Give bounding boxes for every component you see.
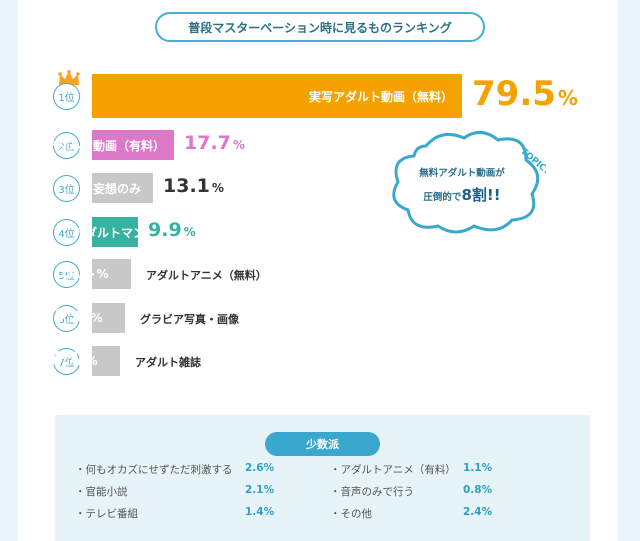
rank-badge: 3位 [53,175,80,202]
rank-badge: 5位 [53,261,80,288]
category-label: グラビア写真・画像 [140,313,239,326]
crown-icon [58,70,80,85]
rank-badge: 6位 [53,305,80,332]
bar: 実写アダルト動画（有料） [21,130,174,160]
value-label: 79.5% [472,74,578,114]
topic-emph: 8割!! [461,186,500,204]
bar: アダルトマンガ [73,217,157,247]
value-number: 9.9 [148,219,182,241]
rank-badge: 2位 [53,132,80,159]
value-label: 6.0% [50,348,98,370]
minority-item-value: 1.1% [463,462,493,474]
topic-line2: 圧倒的で8割!! [423,186,500,204]
value-unit: % [232,138,245,152]
value-number: 6.0 [50,348,84,370]
topic-cloud: TOPIC!! 無料アダルト動画が 圧倒的で8割!! [392,131,546,234]
value-label: 17.7% [184,132,245,154]
value-number: 17.7 [184,132,231,154]
value-unit: % [96,267,109,281]
bar [92,259,131,289]
minority-item-value: 0.8% [463,484,493,496]
bar: 妄想のみ [92,173,153,203]
minority-section: 少数派 ・何もオカズにせずただ刺激する 2.6% ・官能小説 2.1% ・テレビ… [55,415,590,541]
category-label: 実写アダルト動画（無料） [308,89,453,104]
topic-line1: 無料アダルト動画が [419,167,505,179]
value-label: 7.0% [55,305,103,327]
category-label: アダルトマンガ [73,225,158,240]
value-label: 9.9% [148,219,196,241]
value-unit: % [183,225,196,239]
bar [92,346,120,376]
value-number: 79.5 [472,74,556,114]
minority-item-label: ・音声のみで行う [330,486,414,498]
value-label: 8.4% [61,261,109,283]
minority-item-label: ・何もオカズにせずただ刺激する [75,464,233,476]
page-title: 普段マスターベーション時に見るものランキング [155,12,485,42]
value-number: 13.1 [163,175,210,197]
value-number: 7.0 [55,305,89,327]
minority-item-label: ・アダルトアニメ（有料） [330,464,456,476]
value-label: 13.1% [163,175,224,197]
bar [92,303,125,333]
rank-badge: 4位 [53,219,80,246]
rank-badge: 1位 [53,83,80,110]
minority-title: 少数派 [265,432,380,456]
category-label: 実写アダルト動画（有料） [20,138,165,153]
value-number: 8.4 [61,261,95,283]
minority-item-value: 2.6% [245,462,275,474]
minority-item-label: ・テレビ番組 [75,508,138,520]
category-label: アダルト雑誌 [135,356,201,369]
bar: 実写アダルト動画（無料） [92,74,462,118]
topic-line2-prefix: 圧倒的で [423,191,462,203]
value-unit: % [90,311,103,325]
rank-badge: 7位 [53,348,80,375]
category-label: 妄想のみ [92,181,141,196]
minority-item-value: 2.4% [463,506,493,518]
minority-item-label: ・その他 [330,508,372,520]
value-unit: % [85,354,98,368]
minority-item-value: 2.1% [245,484,275,496]
category-label: アダルトアニメ（無料） [146,269,267,282]
value-unit: % [557,86,578,110]
value-unit: % [211,181,224,195]
minority-item-value: 1.4% [245,506,275,518]
minority-item-label: ・官能小説 [75,486,128,498]
